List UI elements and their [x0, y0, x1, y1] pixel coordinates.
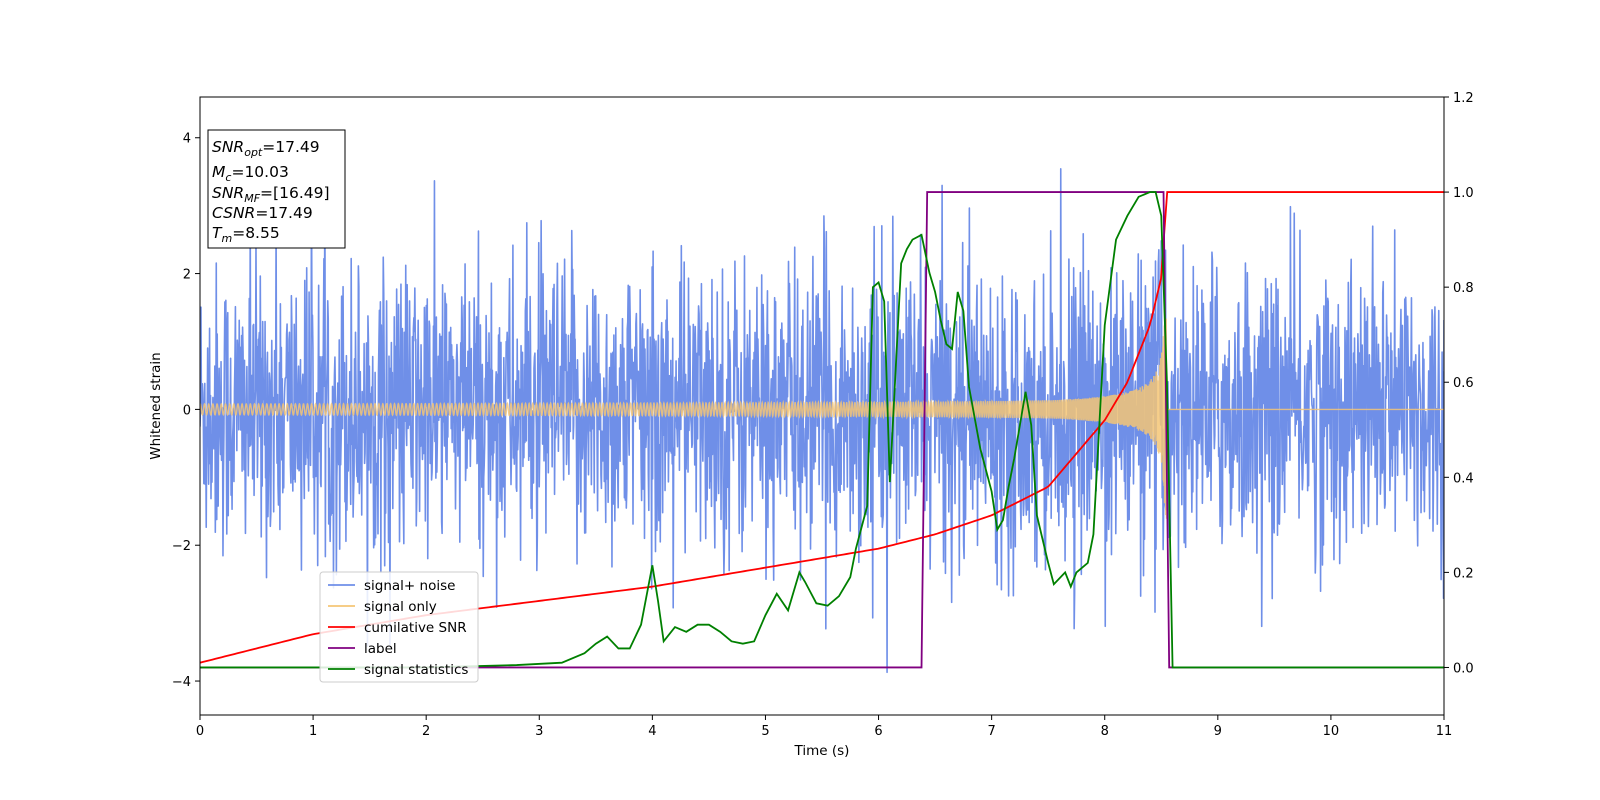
y2-tick-label: 0.6 — [1453, 376, 1474, 391]
y-tick-label: 0 — [183, 403, 191, 418]
x-tick-label: 8 — [1101, 724, 1109, 739]
info-box: SNRopt=17.49 Mc=10.03 SNRMF=[16.49] CSNR… — [207, 129, 346, 249]
signal-statistics-line — [200, 191, 1444, 669]
legend-label: signal+ noise — [364, 578, 455, 594]
info-snr-opt: SNRopt=17.49 — [212, 138, 320, 159]
legend-label: label — [364, 641, 397, 657]
y2-tick-label: 0.8 — [1453, 281, 1474, 296]
legend: signal+ noise signal only cumilative SNR la… — [319, 571, 479, 683]
y-tick-label: 2 — [183, 268, 191, 283]
y2-tick-label: 1.0 — [1453, 186, 1474, 201]
x-tick-label: 0 — [196, 724, 204, 739]
x-tick-label: 1 — [309, 724, 317, 739]
y-tick-label: −2 — [172, 539, 191, 554]
x-tick-label: 2 — [422, 724, 430, 739]
y-tick-label: 4 — [183, 132, 191, 147]
signal-plus-noise-line — [200, 139, 1444, 674]
x-tick-label: 11 — [1436, 724, 1453, 739]
x-tick-label: 7 — [987, 724, 995, 739]
y2-tick-label: 0.0 — [1453, 661, 1474, 676]
y-axis-label: Whitened strain — [148, 352, 164, 459]
x-tick-label: 9 — [1214, 724, 1222, 739]
legend-label: cumilative SNR — [364, 620, 467, 636]
info-tm: Tm=8.55 — [212, 224, 280, 245]
legend-label: signal only — [364, 599, 437, 615]
x-tick-label: 10 — [1323, 724, 1340, 739]
signal-only-line — [200, 309, 1444, 519]
info-csnr: CSNR=17.49 — [212, 204, 313, 222]
x-tick-label: 5 — [761, 724, 769, 739]
y-axis-ticks: −4 −2 0 2 4 — [172, 132, 200, 690]
y2-tick-label: 0.2 — [1453, 566, 1474, 581]
y2-axis-ticks: 0.0 0.2 0.4 0.6 0.8 1.0 1.2 — [1444, 91, 1474, 676]
y2-tick-label: 1.2 — [1453, 91, 1474, 106]
legend-label: signal statistics — [364, 662, 468, 678]
x-tick-label: 3 — [535, 724, 543, 739]
info-snr-mf: SNRMF=[16.49] — [212, 184, 330, 205]
info-mc: Mc=10.03 — [212, 163, 289, 184]
x-axis-label: Time (s) — [794, 743, 850, 759]
x-tick-label: 4 — [648, 724, 656, 739]
y-tick-label: −4 — [172, 675, 191, 690]
y2-tick-label: 0.4 — [1453, 471, 1474, 486]
plot-frame — [199, 96, 1445, 716]
x-tick-label: 6 — [874, 724, 882, 739]
x-axis-ticks: 0 1 2 3 4 5 6 7 8 9 10 11 — [196, 715, 1452, 739]
